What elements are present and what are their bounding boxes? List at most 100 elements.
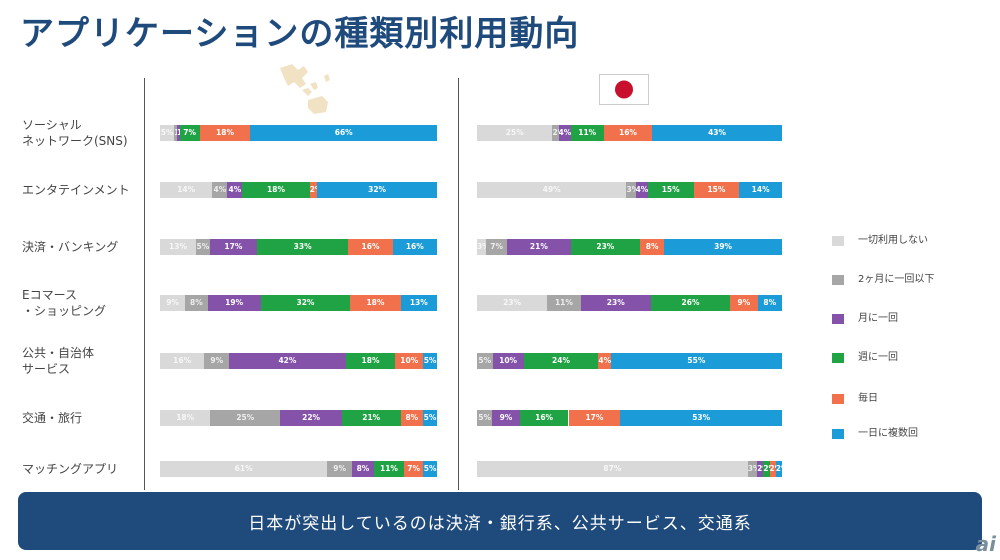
legend-label: 一日に複数回 [858, 428, 918, 439]
bar-segment: 66% [250, 125, 437, 141]
legend-label: 週に一回 [858, 352, 898, 363]
bar-segment: 7% [404, 461, 424, 477]
bar-segment: 2% [552, 125, 559, 141]
bar-segment: 5% [196, 239, 210, 255]
category-label-line: 交通・旅行 [22, 411, 83, 425]
bar-segment: 5% [423, 410, 437, 426]
legend-label: 2ヶ月に一回以下 [858, 274, 935, 285]
bar-segment: 5% [160, 125, 175, 141]
bar-segment: 23% [477, 295, 548, 311]
category-label-line: エンタテインメント [22, 183, 130, 197]
bar-segment: 13% [400, 295, 437, 311]
bar-segment: 16% [348, 239, 393, 255]
bar-apac: 14%4%4%18%2%32% [160, 182, 437, 198]
bar-segment: 3% [747, 461, 758, 477]
bar-segment: 19% [207, 295, 261, 311]
bar-segment: 87% [477, 461, 748, 477]
category-label-line: ネットワーク(SNS) [22, 134, 128, 148]
bar-apac: 61% 9% 8% 11% 7% 5% [160, 461, 437, 477]
bar-segment: 4% [212, 182, 228, 198]
watermark: ai [975, 532, 996, 556]
bar-segment: 61% [160, 461, 328, 477]
bar-japan: 49%3%4%15%15%14% [477, 182, 782, 198]
bar-segment: 8% [185, 295, 208, 311]
divider-left [144, 78, 145, 490]
bar-segment: 26% [650, 295, 731, 311]
bar-segment: 14% [739, 182, 782, 198]
bar-segment: 25% [210, 410, 281, 426]
bar-segment: 4% [558, 125, 571, 141]
page-title: アプリケーションの種類別利用動向 [20, 14, 580, 54]
category-label-line: 公共・自治体 [22, 346, 95, 360]
category-label: マッチングアプリ [22, 461, 142, 477]
category-label: ソーシャル ネットワーク(SNS) [22, 117, 142, 149]
bar-segment: 8% [640, 239, 665, 255]
bar-segment: 49% [477, 182, 627, 198]
bar-segment: 10% [395, 353, 424, 369]
legend-swatch [832, 394, 844, 404]
summary-banner: 日本が突出しているのは決済・銀行系、公共サービス、交通系 [18, 492, 982, 550]
legend-label: 毎日 [858, 393, 878, 404]
category-label: 公共・自治体 サービス [22, 345, 142, 377]
bar-segment: 4% [598, 353, 611, 369]
legend-swatch [832, 275, 844, 285]
bar-segment: 7% [179, 125, 200, 141]
bar-japan: 23% 11% 23% 26% 9% 8% [477, 295, 782, 311]
bar-segment: 10% [492, 353, 524, 369]
category-label-line: マッチングアプリ [22, 462, 119, 476]
bar-segment: 18% [350, 295, 401, 311]
bar-segment: 5% [477, 410, 493, 426]
legend-swatch [832, 429, 844, 439]
category-label-line: ・ショッピング [22, 304, 107, 318]
bar-segment: 2% [769, 461, 776, 477]
bar-segment: 33% [256, 239, 349, 255]
bar-segment: 18% [242, 182, 310, 198]
bar-segment: 24% [523, 353, 599, 369]
bar-segment: 11% [373, 461, 405, 477]
bar-japan: 5% 9% 16% 17% 53% [477, 410, 782, 426]
bar-segment: 4% [227, 182, 243, 198]
bar-segment: 3% [477, 239, 487, 255]
bar-segment: 32% [317, 182, 437, 198]
category-label: Eコマース ・ショッピング [22, 287, 142, 319]
bar-segment: 53% [620, 410, 782, 426]
bar-segment: 55% [610, 353, 782, 369]
bar-japan: 87%3%2%2%2%2% [477, 461, 782, 477]
bar-segment: 9% [327, 461, 352, 477]
legend-label: 月に一回 [858, 313, 898, 324]
bar-segment: 21% [507, 239, 571, 255]
bar-segment: 2% [309, 182, 318, 198]
bar-japan: 25%2%4%11%16%43% [477, 125, 782, 141]
bar-japan: 5% 10% 24% 4% 55% [477, 353, 782, 369]
bar-segment: 23% [580, 295, 651, 311]
bar-segment: 9% [730, 295, 758, 311]
bar-segment: 32% [260, 295, 351, 311]
bar-segment: 11% [547, 295, 581, 311]
bar-segment: 9% [204, 353, 230, 369]
bar-segment: 23% [570, 239, 641, 255]
bar-segment: 22% [280, 410, 342, 426]
bar-segment: 43% [652, 125, 782, 141]
bar-segment: 7% [486, 239, 508, 255]
bar-segment: 13% [160, 239, 196, 255]
bar-apac: 16% 9% 42% 18% 10% 5% [160, 353, 437, 369]
bar-segment: 16% [392, 239, 437, 255]
bar-segment: 2% [775, 461, 782, 477]
bar-apac: 13% 5% 17% 33% 16% 16% [160, 239, 437, 255]
bar-segment: 1% [174, 125, 177, 141]
apac-map-icon [280, 64, 330, 114]
bar-segment: 11% [570, 125, 604, 141]
bar-segment: 8% [351, 461, 374, 477]
bar-segment: 9% [160, 295, 186, 311]
bar-segment: 17% [209, 239, 257, 255]
bar-segment: 2% [757, 461, 764, 477]
bar-segment: 3% [626, 182, 636, 198]
divider-middle [458, 78, 459, 490]
bar-segment: 16% [603, 125, 653, 141]
bar-segment: 8% [757, 295, 782, 311]
bar-segment: 16% [519, 410, 569, 426]
bar-segment: 25% [477, 125, 553, 141]
bar-segment: 18% [199, 125, 251, 141]
bar-segment: 2% [763, 461, 770, 477]
bar-segment: 21% [341, 410, 401, 426]
